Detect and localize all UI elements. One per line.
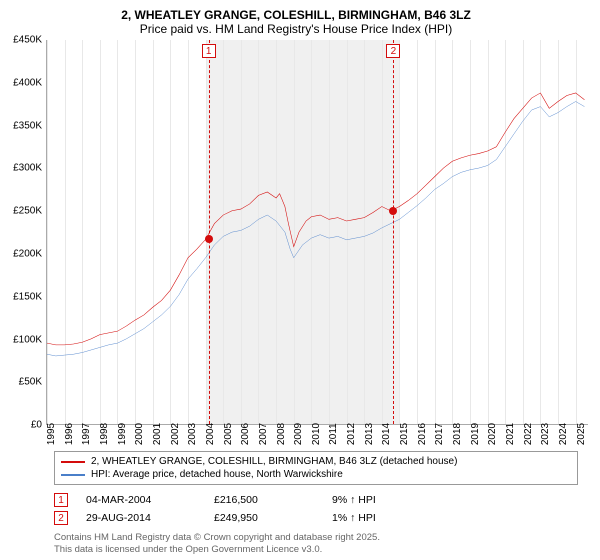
x-tick-label: 2022 (523, 423, 534, 445)
y-tick-label: £250K (13, 206, 42, 217)
legend-item: 2, WHEATLEY GRANGE, COLESHILL, BIRMINGHA… (61, 455, 571, 468)
chart-area: £0£50K£100K£150K£200K£250K£300K£350K£400… (46, 40, 588, 445)
chart-container: 2, WHEATLEY GRANGE, COLESHILL, BIRMINGHA… (0, 0, 600, 560)
chart-marker-dot (205, 235, 213, 243)
x-tick-label: 2018 (452, 423, 463, 445)
x-tick-label: 2019 (470, 423, 481, 445)
x-tick-label: 2003 (187, 423, 198, 445)
x-tick-label: 2015 (399, 423, 410, 445)
plot-area: 12 (46, 40, 588, 425)
x-tick-label: 2006 (240, 423, 251, 445)
x-tick-label: 2002 (170, 423, 181, 445)
series-line (47, 101, 584, 355)
x-tick-label: 1997 (81, 423, 92, 445)
legend-swatch (61, 461, 85, 463)
chart-marker-dot (389, 207, 397, 215)
x-tick-label: 2010 (311, 423, 322, 445)
attribution-line: Contains HM Land Registry data © Crown c… (54, 532, 578, 544)
legend-swatch (61, 474, 85, 476)
x-tick-label: 2005 (223, 423, 234, 445)
x-tick-label: 2025 (576, 423, 587, 445)
legend-item: HPI: Average price, detached house, Nort… (61, 468, 571, 481)
x-tick-label: 2001 (152, 423, 163, 445)
y-tick-label: £150K (13, 291, 42, 302)
x-tick-label: 2023 (540, 423, 551, 445)
y-tick-label: £300K (13, 163, 42, 174)
series-line (47, 93, 584, 345)
y-axis: £0£50K£100K£150K£200K£250K£300K£350K£400… (4, 40, 44, 425)
sale-date: 29-AUG-2014 (86, 512, 196, 524)
attribution: Contains HM Land Registry data © Crown c… (54, 532, 578, 556)
sales-table: 1 04-MAR-2004 £216,500 9% ↑ HPI 2 29-AUG… (54, 491, 578, 527)
legend: 2, WHEATLEY GRANGE, COLESHILL, BIRMINGHA… (54, 451, 578, 485)
chart-title-line2: Price paid vs. HM Land Registry's House … (4, 22, 588, 36)
sale-pct: 9% ↑ HPI (332, 494, 432, 506)
x-tick-label: 1995 (46, 423, 57, 445)
chart-title-line1: 2, WHEATLEY GRANGE, COLESHILL, BIRMINGHA… (4, 8, 588, 22)
x-tick-label: 2000 (134, 423, 145, 445)
x-tick-label: 2017 (434, 423, 445, 445)
x-tick-label: 2004 (205, 423, 216, 445)
x-tick-label: 2013 (364, 423, 375, 445)
x-tick-label: 2008 (276, 423, 287, 445)
sale-price: £249,950 (214, 512, 314, 524)
y-tick-label: £0 (31, 420, 42, 431)
x-tick-label: 2009 (293, 423, 304, 445)
x-tick-label: 1998 (99, 423, 110, 445)
x-tick-label: 2012 (346, 423, 357, 445)
line-series-svg (47, 40, 588, 424)
legend-label: HPI: Average price, detached house, Nort… (91, 469, 343, 480)
sale-marker-box: 2 (54, 511, 68, 525)
attribution-line: This data is licensed under the Open Gov… (54, 544, 578, 556)
y-tick-label: £50K (19, 377, 42, 388)
sale-pct: 1% ↑ HPI (332, 512, 432, 524)
y-tick-label: £350K (13, 120, 42, 131)
legend-label: 2, WHEATLEY GRANGE, COLESHILL, BIRMINGHA… (91, 456, 457, 467)
x-tick-label: 2021 (505, 423, 516, 445)
chart-marker-box: 1 (202, 44, 216, 58)
sale-date: 04-MAR-2004 (86, 494, 196, 506)
table-row: 1 04-MAR-2004 £216,500 9% ↑ HPI (54, 491, 578, 509)
x-axis: 1995 1996 1997 1998 1999 2000 2001 2002 2003 2004… (46, 425, 588, 445)
table-row: 2 29-AUG-2014 £249,950 1% ↑ HPI (54, 509, 578, 527)
y-tick-label: £100K (13, 334, 42, 345)
x-tick-label: 2020 (487, 423, 498, 445)
x-tick-label: 2016 (417, 423, 428, 445)
x-tick-label: 2014 (381, 423, 392, 445)
y-tick-label: £400K (13, 77, 42, 88)
x-tick-label: 1999 (117, 423, 128, 445)
y-tick-label: £450K (13, 35, 42, 46)
x-tick-label: 2024 (558, 423, 569, 445)
y-tick-label: £200K (13, 249, 42, 260)
x-tick-label: 2007 (258, 423, 269, 445)
sale-marker-box: 1 (54, 493, 68, 507)
x-tick-label: 1996 (64, 423, 75, 445)
sale-price: £216,500 (214, 494, 314, 506)
chart-marker-box: 2 (386, 44, 400, 58)
x-tick-label: 2011 (328, 423, 339, 445)
